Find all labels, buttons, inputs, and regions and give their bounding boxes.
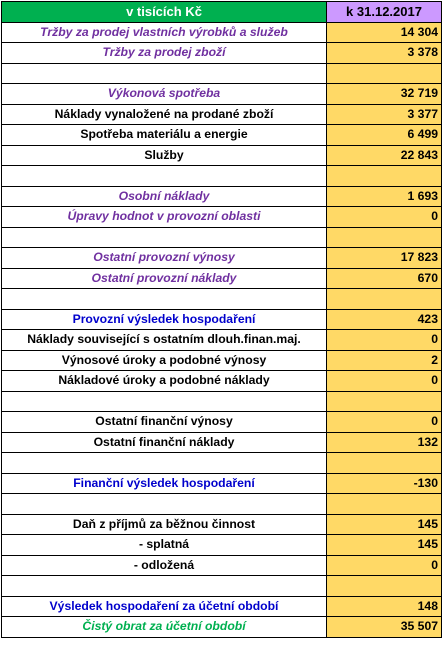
row-value-cell[interactable]: 22 843 [326,144,442,166]
row-label-cell[interactable]: Osobní náklady [1,185,327,207]
row-label-cell[interactable]: Ostatní finanční výnosy [1,411,327,433]
row-value-cell[interactable]: 0 [326,370,442,392]
row-value-cell[interactable] [326,452,442,474]
header-units-cell[interactable]: v tisících Kč [1,1,327,23]
table-row: Spotřeba materiálu a energie 6 499 [1,124,442,146]
table-row: Výkonová spotřeba 32 719 [1,83,442,105]
income-statement-table: v tisících Kč k 31.12.2017 Tržby za prod… [1,1,442,638]
table-row: Daň z příjmů za běžnou činnost 145 [1,513,442,535]
table-row: - splatná 145 [1,534,442,556]
row-label-cell[interactable]: Ostatní finanční náklady [1,431,327,453]
row-label-cell[interactable] [1,390,327,412]
row-value-cell[interactable] [326,575,442,597]
row-value-cell[interactable]: 0 [326,329,442,351]
table-row: Služby 22 843 [1,144,442,166]
row-value-cell[interactable]: 132 [326,431,442,453]
row-label-cell[interactable]: Výkonová spotřeba [1,83,327,105]
row-value-cell[interactable]: 0 [326,206,442,228]
row-label-cell[interactable]: Náklady související s ostatním dlouh.fin… [1,329,327,351]
row-value-cell[interactable]: 6 499 [326,124,442,146]
row-label-cell[interactable] [1,575,327,597]
table-row: Provozní výsledek hospodaření 423 [1,308,442,330]
blank-row [1,452,442,474]
table-row: Výsledek hospodaření za účetní období 148 [1,595,442,617]
row-label-cell[interactable] [1,62,327,84]
row-value-cell[interactable]: 1 693 [326,185,442,207]
row-value-cell[interactable]: 14 304 [326,21,442,43]
row-label-cell[interactable] [1,288,327,310]
row-value-cell[interactable]: 423 [326,308,442,330]
row-value-cell[interactable]: 0 [326,411,442,433]
row-label-cell[interactable]: Finanční výsledek hospodaření [1,472,327,494]
row-value-cell[interactable]: -130 [326,472,442,494]
blank-row [1,575,442,597]
table-row: Tržby za prodej vlastních výrobků a služ… [1,21,442,43]
row-value-cell[interactable]: 3 377 [326,103,442,125]
blank-row [1,288,442,310]
table-row: Tržby za prodej zboží 3 378 [1,42,442,64]
table-row: Výnosové úroky a podobné výnosy 2 [1,349,442,371]
table-row: Náklady vynaložené na prodané zboží 3 377 [1,103,442,125]
row-label-cell[interactable] [1,452,327,474]
blank-row [1,165,442,187]
row-label-cell[interactable]: Výsledek hospodaření za účetní období [1,595,327,617]
row-value-cell[interactable]: 145 [326,534,442,556]
table-row: Nákladové úroky a podobné náklady 0 [1,370,442,392]
row-label-cell[interactable]: - splatná [1,534,327,556]
row-value-cell[interactable]: 148 [326,595,442,617]
row-label-cell[interactable]: Daň z příjmů za běžnou činnost [1,513,327,535]
row-value-cell[interactable]: 3 378 [326,42,442,64]
row-label-cell[interactable]: - odložená [1,554,327,576]
table-row: Ostatní provozní náklady 670 [1,267,442,289]
header-row: v tisících Kč k 31.12.2017 [1,1,442,23]
table-row: Ostatní provozní výnosy 17 823 [1,247,442,269]
row-label-cell[interactable]: Spotřeba materiálu a energie [1,124,327,146]
row-label-cell[interactable]: Čistý obrat za účetní období [1,616,327,638]
row-value-cell[interactable]: 670 [326,267,442,289]
row-value-cell[interactable] [326,62,442,84]
row-label-cell[interactable]: Služby [1,144,327,166]
blank-row [1,226,442,248]
row-label-cell[interactable]: Provozní výsledek hospodaření [1,308,327,330]
table-row: Finanční výsledek hospodaření -130 [1,472,442,494]
row-label-cell[interactable] [1,493,327,515]
blank-row [1,62,442,84]
row-value-cell[interactable]: 17 823 [326,247,442,269]
row-label-cell[interactable]: Výnosové úroky a podobné výnosy [1,349,327,371]
row-value-cell[interactable]: 0 [326,554,442,576]
row-value-cell[interactable]: 35 507 [326,616,442,638]
row-value-cell[interactable] [326,165,442,187]
row-value-cell[interactable]: 2 [326,349,442,371]
row-label-cell[interactable]: Tržby za prodej vlastních výrobků a služ… [1,21,327,43]
table-row: Náklady související s ostatním dlouh.fin… [1,329,442,351]
table-row: Ostatní finanční náklady 132 [1,431,442,453]
row-label-cell[interactable] [1,226,327,248]
table-row: Čistý obrat za účetní období 35 507 [1,616,442,638]
row-label-cell[interactable]: Tržby za prodej zboží [1,42,327,64]
row-value-cell[interactable] [326,390,442,412]
row-label-cell[interactable]: Náklady vynaložené na prodané zboží [1,103,327,125]
table-row: Ostatní finanční výnosy 0 [1,411,442,433]
row-label-cell[interactable] [1,165,327,187]
row-value-cell[interactable] [326,493,442,515]
row-value-cell[interactable] [326,288,442,310]
row-value-cell[interactable]: 145 [326,513,442,535]
row-value-cell[interactable]: 32 719 [326,83,442,105]
blank-row [1,390,442,412]
table-row: - odložená 0 [1,554,442,576]
table-row: Úpravy hodnot v provozní oblasti 0 [1,206,442,228]
row-label-cell[interactable]: Ostatní provozní výnosy [1,247,327,269]
row-label-cell[interactable]: Nákladové úroky a podobné náklady [1,370,327,392]
table-row: Osobní náklady 1 693 [1,185,442,207]
blank-row [1,493,442,515]
row-label-cell[interactable]: Ostatní provozní náklady [1,267,327,289]
header-date-cell[interactable]: k 31.12.2017 [326,1,442,23]
row-label-cell[interactable]: Úpravy hodnot v provozní oblasti [1,206,327,228]
row-value-cell[interactable] [326,226,442,248]
